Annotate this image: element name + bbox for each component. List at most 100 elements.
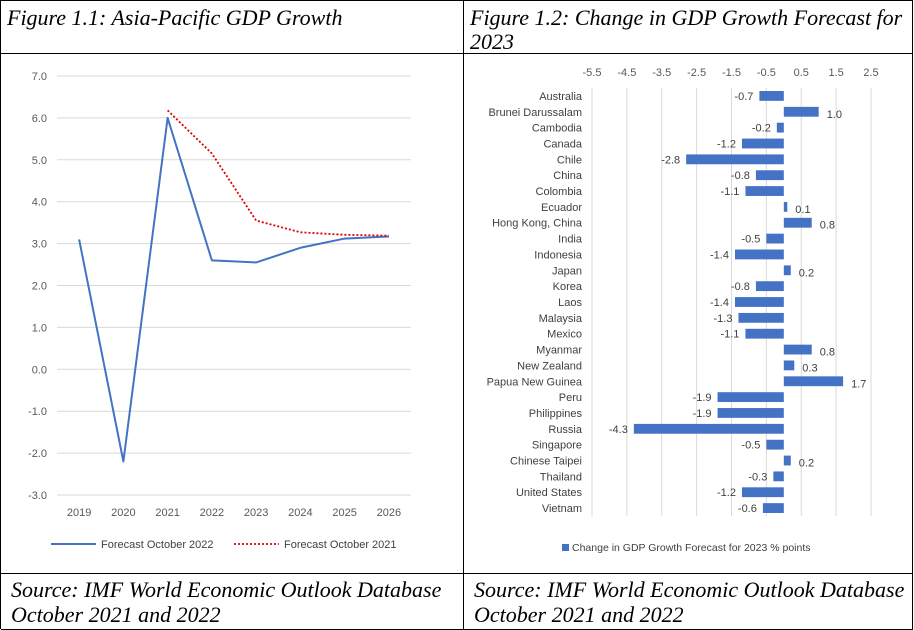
data-label: -1.1 (720, 186, 739, 198)
bar (717, 408, 784, 418)
category-label: New Zealand (517, 360, 582, 372)
category-label: Papua New Guinea (487, 376, 583, 388)
y-tick-label: 0.0 (32, 364, 47, 376)
category-label: Philippines (529, 408, 583, 420)
right-source-cell: Source: IMF World Economic Outlook Datab… (464, 574, 913, 630)
x-tick-label: 2021 (155, 507, 179, 519)
bar (745, 186, 784, 196)
x-tick-label: 2022 (200, 507, 224, 519)
x-tick-label: 0.5 (794, 67, 809, 79)
data-label: -0.3 (748, 471, 767, 483)
left-source-note: Source: IMF World Economic Outlook Datab… (11, 577, 442, 627)
category-label: Laos (558, 297, 582, 309)
data-label: -1.3 (714, 313, 733, 325)
bar (686, 154, 784, 165)
x-tick-label: -1.5 (722, 67, 741, 79)
data-label: -1.9 (693, 408, 712, 420)
data-label: 0.3 (802, 362, 817, 374)
data-label: -1.9 (693, 392, 712, 404)
y-tick-label: 1.0 (32, 322, 47, 334)
right-source-note: Source: IMF World Economic Outlook Datab… (474, 577, 905, 627)
bar (717, 392, 784, 403)
x-tick-label: -2.5 (687, 67, 706, 79)
right-chart-cell: -5.5 -4.5 -3.5 -2.5 -1.5 -0.5 0.5 1.5 2.5 Austral… (464, 54, 913, 574)
figure-1-2-title: Figure 1.2: Change in GDP Growth Forecas… (470, 5, 903, 54)
bar (783, 360, 795, 371)
series-line (166, 109, 389, 237)
x-tick-label: -0.5 (757, 67, 776, 79)
legend-label: Forecast October 2022 (101, 539, 214, 551)
category-label: Thailand (540, 471, 582, 483)
category-label: Peru (559, 392, 582, 404)
bar (759, 91, 784, 101)
line-chart: 7.0 6.0 5.0 4.0 3.0 2.0 1.0 0.0 -1.0 -2.0 -3.0 2019… (28, 71, 411, 551)
left-title-cell: Figure 1.1: Asia-Pacific GDP Growth (1, 1, 464, 54)
category-label: Vietnam (542, 503, 582, 515)
x-tick-label: -4.5 (617, 67, 636, 79)
data-label: 1.0 (827, 109, 842, 121)
category-label: China (553, 170, 583, 182)
data-label: -0.2 (752, 123, 771, 135)
left-source-cell: Source: IMF World Economic Outlook Datab… (1, 574, 464, 630)
right-title-cell: Figure 1.2: Change in GDP Growth Forecas… (464, 1, 913, 54)
category-label: Indonesia (534, 249, 583, 261)
bar (766, 439, 784, 450)
data-label: 0.2 (799, 458, 814, 470)
bar (633, 423, 784, 434)
x-tick-label: 2.5 (863, 67, 878, 79)
bar (755, 170, 784, 181)
data-label: -1.2 (717, 138, 736, 150)
category-label: Singapore (532, 440, 582, 452)
data-label: -1.4 (710, 249, 729, 261)
bar (783, 106, 819, 117)
bar (783, 376, 844, 387)
data-label: -0.5 (741, 440, 760, 452)
category-label: Brunei Darussalam (488, 107, 582, 119)
y-tick-label: 3.0 (32, 239, 47, 251)
legend-label: Forecast October 2021 (284, 539, 397, 551)
y-tick-label: 2.0 (32, 281, 47, 293)
x-tick-label: 2020 (111, 507, 135, 519)
bar (783, 217, 812, 228)
data-label: 0.8 (820, 347, 835, 359)
left-chart-cell: 7.0 6.0 5.0 4.0 3.0 2.0 1.0 0.0 -1.0 -2.0 -3.0 2019… (1, 54, 464, 574)
bar (755, 281, 784, 292)
x-tick-label: -5.5 (583, 67, 602, 79)
data-label: 0.2 (799, 267, 814, 279)
y-tick-label: 6.0 (32, 113, 47, 125)
x-tick-label: 2026 (377, 507, 401, 519)
bar (773, 471, 784, 482)
data-label: -1.4 (710, 297, 729, 309)
category-label: Chinese Taipei (510, 456, 582, 468)
bar (741, 138, 784, 149)
x-tick-label: 2019 (67, 507, 91, 519)
y-tick-label: 7.0 (32, 71, 47, 83)
category-label: Mexico (547, 329, 582, 341)
data-label: -0.8 (731, 281, 750, 293)
bar (783, 265, 791, 276)
category-label: Colombia (536, 186, 583, 198)
bar (762, 503, 784, 513)
data-label: 1.7 (851, 378, 866, 390)
data-label: -1.2 (717, 487, 736, 499)
bar (738, 312, 784, 323)
bar (783, 455, 791, 466)
data-label: -4.3 (609, 424, 628, 436)
y-tick-label: -3.0 (28, 490, 47, 502)
category-label: Hong Kong, China (492, 218, 583, 230)
y-tick-label: 5.0 (32, 155, 47, 167)
category-label: Australia (539, 91, 583, 103)
category-label: Malaysia (539, 313, 583, 325)
x-tick-label: 2025 (332, 507, 356, 519)
bar-chart: -5.5 -4.5 -3.5 -2.5 -1.5 -0.5 0.5 1.5 2.5 Austral… (487, 67, 879, 554)
category-label: India (558, 234, 583, 246)
category-label: Japan (552, 265, 582, 277)
bar (783, 344, 812, 355)
x-tick-label: 2023 (244, 507, 268, 519)
category-label: Russia (548, 424, 583, 436)
y-tick-label: -1.0 (28, 406, 47, 418)
y-tick-label: -2.0 (28, 448, 47, 460)
data-label: -2.8 (661, 154, 680, 166)
data-label: -0.6 (738, 503, 757, 515)
